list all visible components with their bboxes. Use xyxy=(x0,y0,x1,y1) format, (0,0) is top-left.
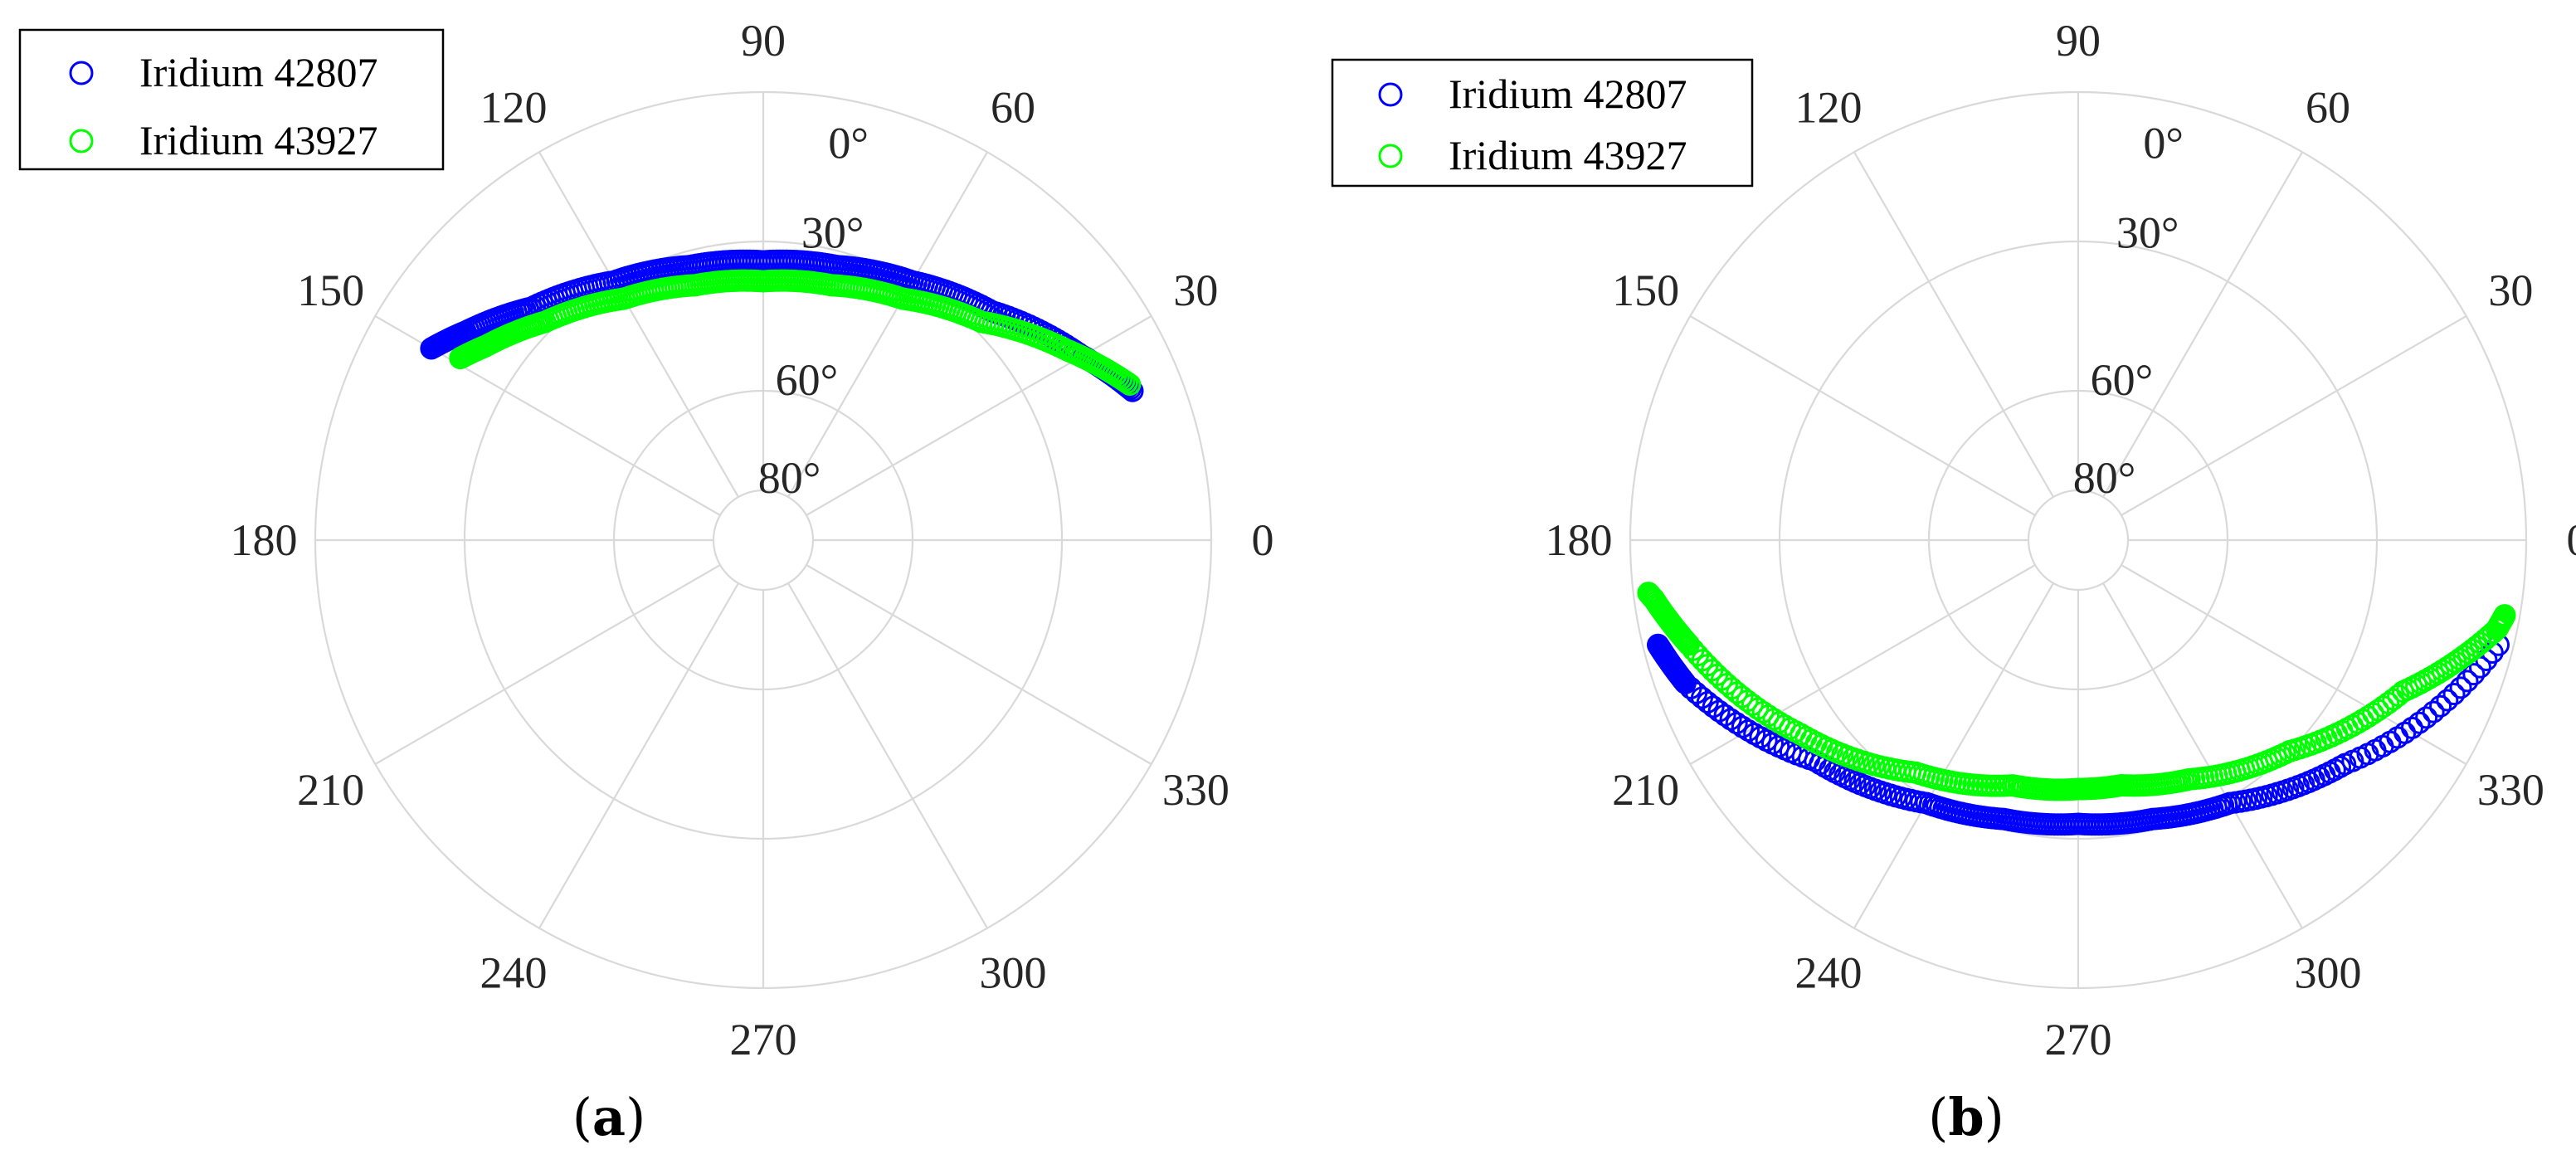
data-point-iridium-43927 xyxy=(1637,582,1660,605)
data-point-iridium-42807 xyxy=(2379,730,2402,753)
data-point-iridium-42807 xyxy=(2415,706,2438,729)
legend-box-b xyxy=(1331,58,1754,188)
data-point-iridium-42807 xyxy=(2386,726,2409,749)
theta-tick-label: 180 xyxy=(231,515,298,565)
theta-tick-labels-b: 0 30 60 90 120 150 180 210 240 270 300 330 xyxy=(1546,16,2576,1064)
grid-spoke xyxy=(1689,564,2036,765)
grid-spoke xyxy=(2121,315,2467,516)
legend-marker-42807-b xyxy=(1378,82,1403,107)
theta-tick-label: 30 xyxy=(1173,265,1218,315)
theta-tick-label: 60 xyxy=(991,83,1035,133)
data-point-iridium-42807 xyxy=(420,337,443,360)
grid-spoke xyxy=(1853,582,2054,929)
theta-tick-label: 90 xyxy=(741,16,786,66)
data-point-iridium-42807 xyxy=(1736,719,1760,742)
grid-spoke xyxy=(1689,315,2036,516)
data-point-iridium-43927 xyxy=(1768,711,1791,734)
polar-grid-b xyxy=(1629,90,2528,990)
theta-tick-label: 270 xyxy=(730,1015,797,1064)
panel-label-b: (b) xyxy=(1928,1087,2004,1147)
theta-tick-label: 180 xyxy=(1546,515,1613,565)
data-points-b xyxy=(1637,582,2516,836)
data-point-iridium-42807 xyxy=(2429,694,2452,718)
data-point-iridium-42807 xyxy=(1725,712,1748,735)
polar-grid-a xyxy=(314,90,1213,990)
data-point-iridium-43927 xyxy=(1773,714,1796,738)
theta-tick-label: 300 xyxy=(980,947,1047,997)
theta-tick-label: 300 xyxy=(2295,947,2362,997)
elevation-tick-label: 0° xyxy=(828,118,869,168)
data-point-iridium-42807 xyxy=(1713,704,1736,727)
elevation-tick-label: 80° xyxy=(2073,453,2136,503)
theta-tick-label: 0 xyxy=(1252,515,1274,565)
data-point-iridium-42807 xyxy=(1719,708,1742,731)
legend-label-43927-a: Iridium 43927 xyxy=(139,117,377,163)
grid-ring xyxy=(2027,489,2130,592)
theta-tick-label: 120 xyxy=(1795,83,1863,133)
theta-tick-label: 240 xyxy=(1795,947,1863,997)
elevation-tick-label: 0° xyxy=(2143,118,2184,168)
elevation-tick-label: 80° xyxy=(758,453,821,503)
data-point-iridium-42807 xyxy=(2422,700,2445,723)
grid-spoke xyxy=(538,582,739,929)
legend-a: Iridium 42807 Iridium 43927 xyxy=(18,28,445,171)
data-points-a xyxy=(420,249,1144,402)
elevation-tick-labels-b: 0° 30° 60° 80° xyxy=(2073,118,2184,503)
theta-tick-label: 150 xyxy=(297,265,364,315)
theta-tick-label: 0 xyxy=(2567,515,2576,565)
polar-chart-a: 0 30 60 90 120 150 180 210 240 270 300 330 0° 30° 60°… xyxy=(18,16,1274,1147)
theta-tick-label: 150 xyxy=(1612,265,1679,315)
grid-spoke xyxy=(1853,151,2054,498)
theta-tick-label: 30 xyxy=(2488,265,2533,315)
grid-spoke xyxy=(787,582,988,929)
grid-spoke xyxy=(538,151,739,498)
legend-b: Iridium 42807 Iridium 43927 xyxy=(1331,58,1754,188)
data-point-iridium-42807 xyxy=(2442,683,2466,706)
elevation-tick-label: 30° xyxy=(2116,208,2179,258)
theta-tick-label: 60 xyxy=(2306,83,2350,133)
grid-ring xyxy=(712,489,815,592)
data-point-iridium-42807 xyxy=(2436,689,2459,712)
legend-label-43927-b: Iridium 43927 xyxy=(1449,132,1687,178)
theta-tick-labels-a: 0 30 60 90 120 150 180 210 240 270 300 330 xyxy=(231,16,1274,1064)
theta-tick-label: 210 xyxy=(297,765,364,815)
legend-marker-43927-b xyxy=(1378,144,1403,168)
grid-spoke xyxy=(2121,564,2467,765)
grid-spoke xyxy=(806,564,1152,765)
theta-tick-label: 330 xyxy=(1162,765,1230,815)
grid-spoke xyxy=(374,564,721,765)
legend-marker-42807-a xyxy=(69,61,94,85)
elevation-tick-label: 30° xyxy=(801,208,864,258)
grid-spoke xyxy=(787,151,988,498)
legend-label-42807-a: Iridium 42807 xyxy=(139,49,377,95)
theta-tick-label: 270 xyxy=(2045,1015,2112,1064)
data-point-iridium-43927 xyxy=(449,347,472,370)
theta-tick-label: 240 xyxy=(480,947,548,997)
data-point-iridium-42807 xyxy=(2449,676,2472,699)
data-point-iridium-42807 xyxy=(2462,663,2486,686)
legend-label-42807-b: Iridium 42807 xyxy=(1449,71,1687,117)
elevation-tick-label: 60° xyxy=(2091,355,2154,405)
data-point-iridium-42807 xyxy=(2456,670,2479,693)
data-point-iridium-42807 xyxy=(1647,633,1670,656)
grid-spoke xyxy=(2102,151,2303,498)
theta-tick-label: 330 xyxy=(2477,765,2544,815)
theta-tick-label: 210 xyxy=(1612,765,1679,815)
legend-marker-43927-a xyxy=(69,129,94,153)
elevation-tick-label: 60° xyxy=(776,355,839,405)
grid-spoke xyxy=(806,315,1152,516)
grid-spoke xyxy=(2102,582,2303,929)
panel-label-a: (a) xyxy=(572,1087,646,1147)
data-point-iridium-42807 xyxy=(1731,715,1754,738)
polar-chart-b: 0 30 60 90 120 150 180 210 240 270 300 330 0° 30° 60°… xyxy=(1331,16,2576,1147)
theta-tick-label: 90 xyxy=(2056,16,2101,66)
theta-tick-label: 120 xyxy=(480,83,548,133)
elevation-tick-labels-a: 0° 30° 60° 80° xyxy=(758,118,869,503)
